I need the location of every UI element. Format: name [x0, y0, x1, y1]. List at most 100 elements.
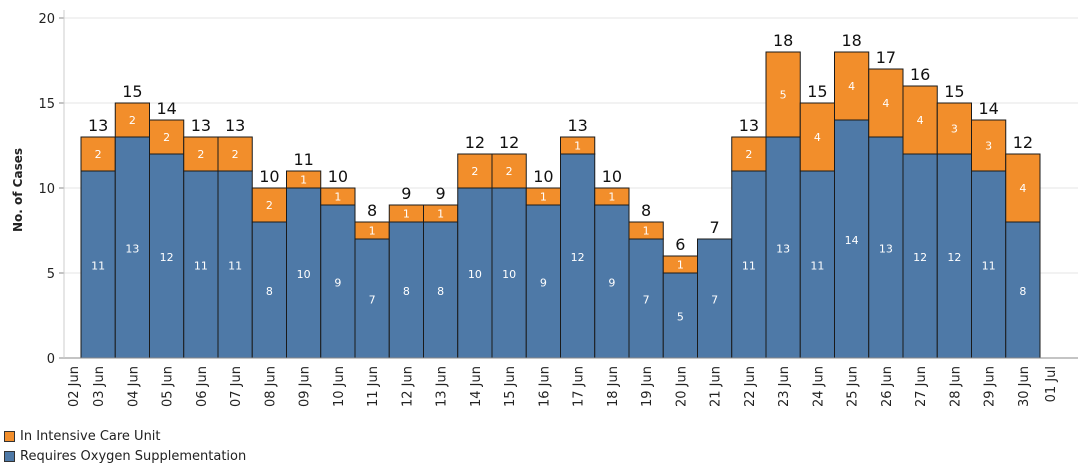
bar-oxygen-label: 9 — [608, 277, 615, 290]
bar-oxygen — [457, 187, 493, 359]
x-tick-label: 17 Jun — [572, 366, 587, 407]
bar-oxygen-label: 10 — [502, 268, 516, 281]
bar-icu — [491, 153, 527, 189]
bar-total-label: 14 — [978, 99, 998, 118]
x-tick-label: 29 Jun — [983, 366, 998, 407]
bar-icu-label: 1 — [677, 259, 684, 272]
bar-oxygen — [868, 136, 904, 359]
bar-total-label: 12 — [465, 133, 485, 152]
bar-total-label: 16 — [910, 65, 930, 84]
bar-oxygen — [423, 221, 459, 359]
bar-icu — [114, 102, 150, 138]
bar-total-label: 15 — [807, 82, 827, 101]
bar-icu-label: 1 — [540, 191, 547, 204]
bar-oxygen-label: 11 — [91, 260, 105, 273]
bar-total-label: 12 — [499, 133, 519, 152]
bar-icu — [936, 102, 972, 155]
bar-total-label: 15 — [122, 82, 142, 101]
bar-oxygen-label: 12 — [913, 251, 927, 264]
bar-total-label: 10 — [259, 167, 279, 186]
bar-icu-label: 1 — [574, 140, 581, 153]
bar-icu — [217, 136, 253, 172]
bar-oxygen-label: 10 — [297, 268, 311, 281]
bar-oxygen-label: 12 — [160, 251, 174, 264]
bar-oxygen-label: 8 — [266, 285, 273, 298]
bar-total-label: 7 — [710, 218, 720, 237]
x-tick-label: 14 Jun — [469, 366, 484, 407]
bar-oxygen-label: 9 — [540, 277, 547, 290]
y-axis-label: No. of Cases — [11, 148, 25, 232]
x-tick-label: 25 Jun — [846, 366, 861, 407]
y-tick-label: 15 — [38, 97, 55, 112]
bar-oxygen — [1005, 221, 1041, 359]
bar-oxygen — [217, 170, 253, 359]
bar-oxygen-label: 12 — [947, 251, 961, 264]
bar-total-label: 10 — [602, 167, 622, 186]
bar-total-label: 9 — [401, 184, 411, 203]
bar-total-label: 18 — [773, 31, 793, 50]
bar-icu — [765, 51, 801, 138]
bar-icu-label: 1 — [643, 225, 650, 238]
x-tick-label: 23 Jun — [777, 366, 792, 407]
bar-icu — [971, 119, 1007, 172]
bar-total-label: 13 — [225, 116, 245, 135]
bar-oxygen-label: 7 — [643, 294, 650, 307]
bar-icu-label: 3 — [985, 140, 992, 153]
bar-icu — [80, 136, 116, 172]
x-tick-label: 08 Jun — [263, 366, 278, 407]
bar-icu-label: 2 — [197, 148, 204, 161]
y-tick-label: 20 — [38, 12, 55, 27]
bar-oxygen-label: 5 — [677, 311, 684, 324]
x-tick-label: 13 Jun — [435, 366, 450, 407]
legend-swatch-icu — [4, 430, 15, 442]
bar-total-label: 17 — [876, 48, 896, 67]
x-tick-label: 24 Jun — [811, 366, 826, 407]
bar-icu-label: 2 — [129, 114, 136, 127]
bar-icu — [149, 119, 185, 155]
legend-label-icu: In Intensive Care Unit — [20, 428, 161, 444]
bar-oxygen-label: 11 — [194, 260, 208, 273]
bar-icu — [1005, 153, 1041, 223]
bar-oxygen — [560, 153, 596, 359]
bar-oxygen-label: 8 — [403, 285, 410, 298]
bar-icu-label: 2 — [163, 131, 170, 144]
bar-oxygen — [902, 153, 938, 359]
bar-icu — [902, 85, 938, 155]
bar-icu-label: 4 — [917, 114, 924, 127]
bar-icu-label: 1 — [608, 191, 615, 204]
x-tick-label: 30 Jun — [1017, 366, 1032, 407]
legend-item-icu: In Intensive Care Unit — [4, 426, 246, 446]
bar-total-label: 18 — [841, 31, 861, 50]
bar-icu-label: 2 — [506, 165, 513, 178]
bar-icu — [457, 153, 493, 189]
x-tick-label: 04 Jun — [126, 366, 141, 407]
bar-icu — [731, 136, 767, 172]
bar-icu-label: 1 — [437, 208, 444, 221]
bar-icu — [594, 187, 630, 206]
x-tick-label: 05 Jun — [161, 366, 176, 407]
bar-icu-label: 1 — [334, 191, 341, 204]
x-tick-label: 21 Jun — [709, 366, 724, 407]
bar-total-label: 10 — [328, 167, 348, 186]
bar-icu-label: 3 — [951, 123, 958, 136]
bar-total-label: 6 — [675, 235, 685, 254]
bar-total-label: 13 — [88, 116, 108, 135]
x-tick-label: 26 Jun — [880, 366, 895, 407]
bar-total-label: 14 — [156, 99, 176, 118]
bar-oxygen-label: 11 — [742, 260, 756, 273]
bar-oxygen-label: 13 — [776, 243, 790, 256]
x-tick-label: 16 Jun — [537, 366, 552, 407]
x-tick-label: 22 Jun — [743, 366, 758, 407]
bar-oxygen-label: 11 — [228, 260, 242, 273]
bar-total-label: 10 — [533, 167, 553, 186]
x-tick-label: 01 Jul — [1044, 366, 1059, 402]
legend-item-oxygen: Requires Oxygen Supplementation — [4, 446, 246, 466]
bar-icu-label: 2 — [471, 165, 478, 178]
legend: In Intensive Care Unit Requires Oxygen S… — [4, 426, 246, 466]
bar-total-label: 12 — [1013, 133, 1033, 152]
x-tick-label: 02 Jun — [67, 366, 82, 407]
bars: 1121313215122141121311213821010111911071… — [80, 31, 1041, 359]
bar-total-label: 9 — [436, 184, 446, 203]
legend-label-oxygen: Requires Oxygen Supplementation — [20, 448, 247, 464]
